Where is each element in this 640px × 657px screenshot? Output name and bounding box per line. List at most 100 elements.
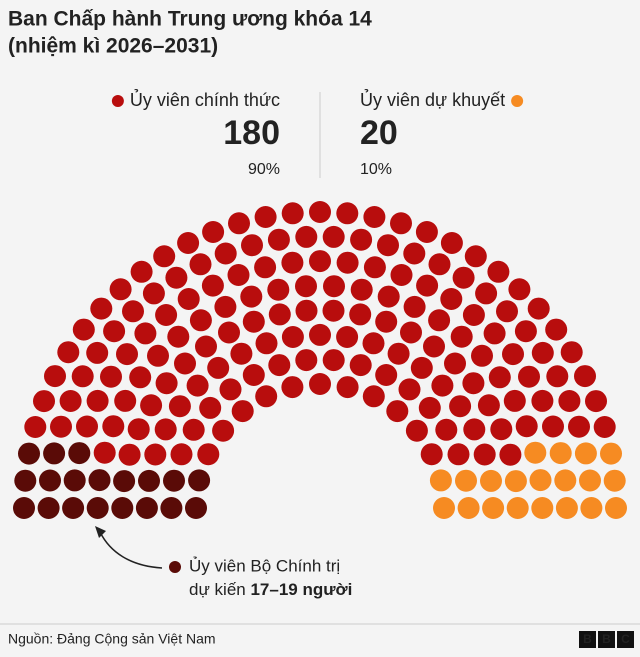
seat: [93, 441, 116, 464]
seat: [168, 395, 191, 418]
seat: [231, 400, 254, 423]
seat-highlight: [163, 469, 185, 492]
legend-value: 180: [223, 114, 280, 152]
seat: [403, 295, 426, 318]
legend-share: 10%: [360, 161, 392, 178]
seat: [90, 297, 113, 320]
logo-letter: B: [583, 632, 592, 646]
seat: [477, 394, 500, 417]
seat-highlight: [14, 469, 37, 492]
seat: [593, 416, 616, 438]
annotation-text: Ủy viên Bộ Chính trị: [189, 556, 340, 575]
seat: [147, 344, 169, 367]
seat: [387, 342, 410, 365]
seat: [255, 332, 278, 355]
seat: [154, 418, 177, 441]
seat: [428, 253, 451, 276]
seat: [86, 341, 109, 364]
seat: [579, 469, 601, 492]
seat-highlight: [43, 442, 66, 465]
seat: [134, 322, 157, 345]
seat: [350, 228, 373, 251]
seat: [267, 278, 290, 301]
seat: [322, 299, 345, 322]
annotation-text-bold: 17–19 người: [250, 580, 352, 599]
seat: [102, 415, 125, 438]
seat: [227, 264, 250, 286]
seat: [127, 418, 150, 441]
seat-highlight: [111, 497, 134, 519]
seat-highlight: [113, 470, 136, 493]
seat-highlight: [18, 442, 40, 465]
seat: [100, 365, 122, 388]
seat: [473, 443, 496, 466]
seat: [323, 275, 345, 298]
seat: [165, 266, 188, 289]
seat: [336, 326, 359, 348]
seat: [377, 285, 400, 308]
seat: [440, 232, 463, 254]
seat: [435, 418, 458, 441]
seat: [44, 365, 66, 388]
seat: [202, 221, 225, 243]
seat: [403, 242, 426, 265]
seat: [322, 349, 345, 372]
seat: [529, 469, 552, 492]
seat: [114, 389, 137, 412]
seat: [109, 278, 132, 301]
annotation-arrowhead: [95, 526, 106, 538]
seat: [349, 354, 372, 377]
seat: [142, 282, 165, 305]
seat-highlight: [62, 497, 85, 519]
seat: [174, 352, 196, 375]
seat-highlight: [160, 497, 183, 519]
seat: [189, 309, 212, 332]
seat-highlight: [37, 497, 60, 519]
seat: [170, 443, 193, 466]
seat: [254, 206, 277, 228]
seat: [574, 365, 596, 388]
annotation-text-part: dự kiến: [189, 580, 250, 599]
seat: [558, 390, 581, 412]
seat: [86, 389, 109, 412]
seat: [267, 228, 290, 251]
seat: [475, 282, 498, 305]
seat: [545, 318, 568, 341]
seat-highlight: [63, 469, 86, 492]
seat: [214, 242, 237, 265]
seat: [155, 372, 178, 395]
seat: [415, 221, 438, 243]
seat: [254, 256, 277, 279]
seat: [177, 288, 200, 310]
logo-box: [579, 631, 596, 648]
seat: [57, 341, 80, 364]
seat: [295, 225, 318, 248]
seat: [268, 354, 291, 377]
seat: [199, 396, 222, 419]
seat: [309, 201, 331, 223]
seat: [603, 469, 626, 492]
seat: [585, 390, 607, 413]
legend-label: Ủy viên chính thức: [130, 89, 280, 110]
seat-highlight: [39, 469, 61, 492]
seat: [182, 418, 205, 441]
seat-highlight: [135, 497, 158, 519]
seat: [483, 322, 506, 345]
seat: [490, 418, 513, 441]
seat: [241, 234, 263, 257]
seat: [281, 376, 304, 399]
seat: [214, 295, 237, 318]
seat: [295, 275, 317, 298]
seat: [375, 364, 398, 386]
seat: [568, 415, 590, 438]
seat: [447, 443, 470, 466]
seat: [390, 264, 413, 286]
logo-box: [617, 631, 634, 648]
seat: [268, 303, 291, 326]
seat: [122, 300, 144, 323]
seat: [580, 497, 603, 519]
seat: [514, 320, 537, 343]
seat: [420, 443, 443, 466]
legend-label: Ủy viên dự khuyết: [360, 89, 505, 110]
seat: [515, 415, 538, 438]
